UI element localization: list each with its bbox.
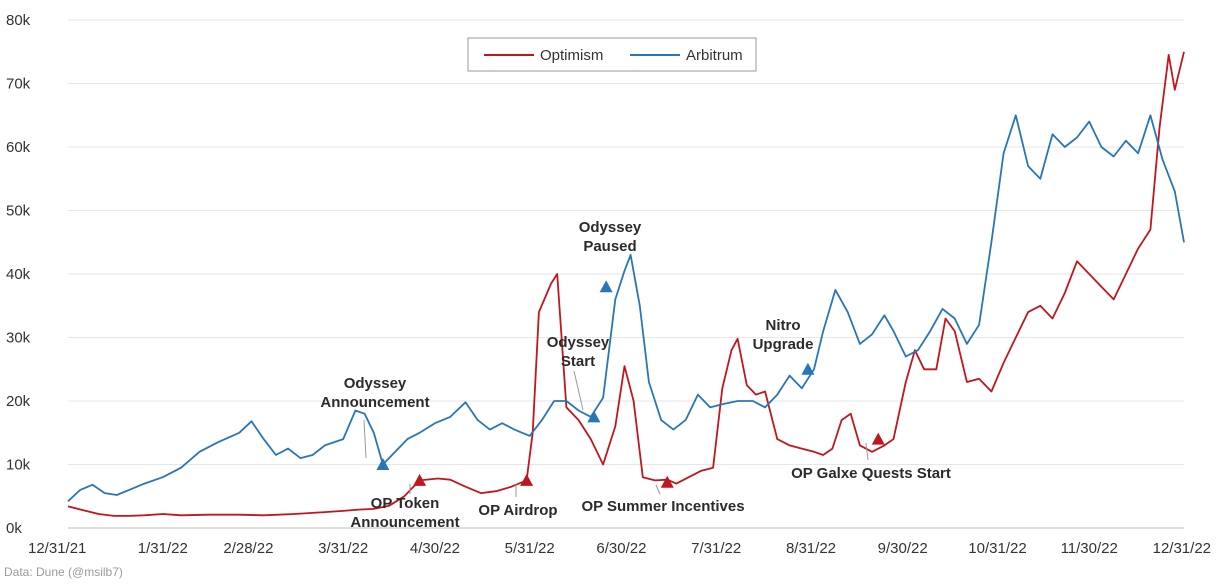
series-line-arbitrum <box>67 114 1185 502</box>
marker-triangle-arbitrum <box>599 280 613 293</box>
annotation-label: Upgrade <box>753 336 814 353</box>
annotation-leader <box>573 370 584 411</box>
x-tick-label: 1/31/22 <box>138 540 188 557</box>
annotation-leader <box>655 484 661 495</box>
annotation-label: OP Galxe Quests Start <box>791 465 951 482</box>
annotation-label: OP Summer Incentives <box>581 498 744 515</box>
source-note: Data: Dune (@msilb7) <box>4 565 123 579</box>
annotation-label: Odyssey <box>547 334 610 351</box>
x-tick-label: 5/31/22 <box>505 540 555 557</box>
y-tick-label: 30k <box>6 330 31 347</box>
annotation-label: Announcement <box>320 394 429 411</box>
marker-triangle-optimism <box>520 473 534 486</box>
marker-triangle-optimism <box>413 473 427 486</box>
y-tick-label: 50k <box>6 203 31 220</box>
marker-triangle-optimism <box>871 432 885 445</box>
legend-label-arbitrum: Arbitrum <box>686 47 743 64</box>
event-annotations: Odyssey Announcement Odyssey Start Odyssey Pa… <box>320 219 950 531</box>
legend-label-optimism: Optimism <box>540 47 603 64</box>
marker-triangle-arbitrum <box>376 458 390 470</box>
x-tick-label: 9/30/22 <box>878 540 928 557</box>
y-tick-label: 80k <box>6 12 31 29</box>
y-tick-label: 70k <box>6 76 31 93</box>
annotation-label: OP Token <box>371 495 440 512</box>
x-tick-label: 12/31/21 <box>28 540 86 557</box>
annotation-label: Start <box>561 353 595 370</box>
y-tick-label: 60k <box>6 139 31 156</box>
annotation-label: OP Airdrop <box>478 502 557 519</box>
annotation-label: Odyssey <box>344 375 407 392</box>
annotation-label: Nitro <box>766 317 801 334</box>
x-tick-label: 11/30/22 <box>1061 540 1118 557</box>
annotation-leader <box>865 442 869 461</box>
marker-triangle-arbitrum <box>587 410 601 423</box>
annotation-label: Paused <box>583 238 636 255</box>
series-line-optimism <box>67 51 1185 517</box>
x-tick-label: 6/30/22 <box>596 540 646 557</box>
x-axis-ticks: 12/31/21 1/31/22 2/28/22 3/31/22 4/30/22 5/31… <box>28 540 1211 557</box>
y-tick-label: 40k <box>6 266 31 283</box>
x-tick-label: 10/31/22 <box>968 540 1026 557</box>
series-lines <box>67 51 1185 517</box>
x-tick-label: 7/31/22 <box>691 540 741 557</box>
x-tick-label: 3/31/22 <box>318 540 368 557</box>
y-tick-label: 20k <box>6 393 31 410</box>
x-tick-label: 2/28/22 <box>223 540 273 557</box>
gridlines <box>68 19 1184 529</box>
x-tick-label: 4/30/22 <box>410 540 460 557</box>
marker-triangle-optimism <box>660 475 674 488</box>
legend: Optimism Arbitrum <box>467 37 757 72</box>
marker-triangle-arbitrum <box>801 362 815 375</box>
annotation-label: Announcement <box>350 514 459 531</box>
y-axis-ticks: 0k 10k 20k 30k 40k 50k 60k 70k 80k <box>6 12 31 537</box>
annotation-leader <box>363 419 367 459</box>
x-tick-label: 8/31/22 <box>786 540 836 557</box>
annotation-label: Odyssey <box>579 219 642 236</box>
y-tick-label: 0k <box>6 520 22 537</box>
y-tick-label: 10k <box>6 457 31 474</box>
x-tick-label: 12/31/22 <box>1153 540 1211 557</box>
